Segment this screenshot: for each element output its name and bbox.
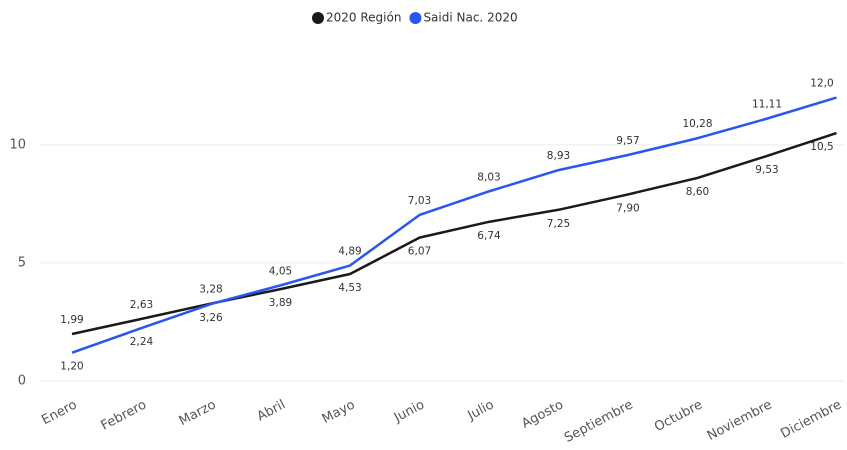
- value-label: 7,90: [616, 202, 639, 214]
- value-label: 12,0: [810, 78, 833, 90]
- value-label: 3,26: [199, 312, 223, 324]
- y-tick-label: 5: [18, 255, 26, 270]
- series-line: [71, 131, 837, 336]
- x-tick-label: Octubre: [652, 397, 705, 435]
- value-label: 3,28: [199, 284, 222, 296]
- x-tick-label: Julio: [465, 397, 497, 424]
- y-tick-label: 0: [18, 374, 26, 389]
- legend: 2020 Región Saidi Nac. 2020: [312, 11, 518, 25]
- value-label: 3,89: [269, 297, 292, 309]
- legend-marker: [312, 12, 324, 24]
- x-tick-label: Junio: [391, 397, 427, 426]
- x-tick-label: Agosto: [519, 397, 566, 431]
- legend-label: 2020 Región: [326, 11, 401, 25]
- value-label: 7,25: [547, 218, 570, 230]
- value-label: 9,53: [755, 164, 778, 176]
- value-label: 6,07: [408, 246, 431, 258]
- x-tick-label: Marzo: [177, 397, 219, 429]
- series-line: [71, 96, 837, 354]
- value-label: 4,53: [338, 282, 361, 294]
- value-label: 10,5: [810, 141, 833, 153]
- x-tick-label: Noviembre: [705, 397, 775, 444]
- x-tick-label: Septiembre: [562, 397, 635, 446]
- value-label: 7,03: [408, 195, 431, 207]
- value-label: 1,20: [60, 361, 83, 373]
- value-label: 11,11: [752, 99, 782, 111]
- value-label: 10,28: [682, 118, 712, 130]
- value-label: 4,89: [338, 246, 361, 258]
- value-label: 6,74: [477, 230, 501, 242]
- value-label: 8,93: [547, 150, 570, 162]
- value-label: 2,24: [130, 336, 154, 348]
- x-tick-label: Febrero: [99, 397, 149, 433]
- value-label: 2,63: [130, 299, 153, 311]
- value-label: 1,99: [60, 314, 83, 326]
- x-tick-label: Abril: [255, 397, 288, 424]
- value-label: 9,57: [616, 135, 639, 147]
- value-label: 8,03: [477, 171, 500, 183]
- legend-label: Saidi Nac. 2020: [423, 11, 517, 25]
- value-label: 4,05: [269, 265, 292, 277]
- legend-marker: [409, 12, 422, 24]
- x-tick-label: Enero: [39, 397, 79, 428]
- x-tick-label: Mayo: [320, 397, 358, 427]
- x-tick-label: Diciembre: [778, 397, 844, 441]
- value-label: 8,60: [686, 186, 709, 198]
- y-tick-label: 10: [9, 137, 26, 152]
